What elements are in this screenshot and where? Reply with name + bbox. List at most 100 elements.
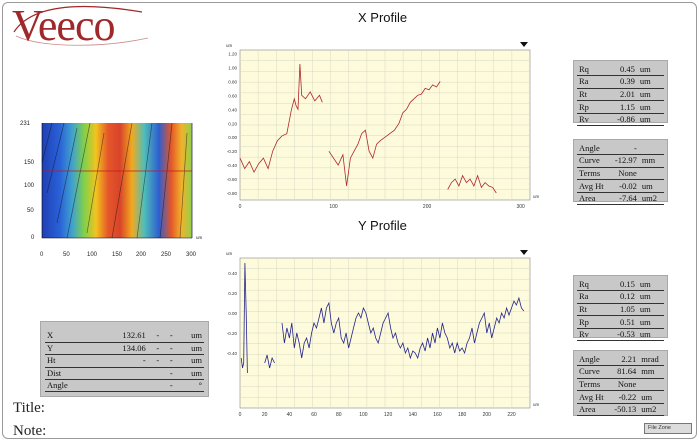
stat-value: - — [612, 142, 639, 156]
y-tick-label: 0.40 — [228, 271, 237, 276]
series-line — [240, 262, 248, 374]
stat-value: 0.15 — [615, 278, 637, 292]
stat-unit: um — [636, 328, 664, 342]
cursor-cell — [147, 367, 162, 381]
map-x-tick: 200 — [136, 252, 147, 258]
map-x-tick: 50 — [63, 252, 70, 258]
map-y-tick: 231 — [20, 121, 31, 127]
y-form-stats: Angle 2.21 mrad Curve 81.64 mm Terms None Avg Ht… — [573, 350, 668, 417]
stat-row: Area -7.64 um2 — [577, 192, 664, 206]
cursor-cell: Ht — [45, 354, 94, 368]
stat-value: -7.64 — [612, 192, 639, 206]
stat-unit: um — [636, 63, 664, 77]
stat-row: Rq 0.15 um — [577, 278, 664, 292]
x-tick-label: 100 — [329, 204, 338, 210]
stat-row: Rt 1.05 um — [577, 303, 664, 317]
y-tick-label: -0.40 — [227, 163, 238, 168]
map-x-tick: 100 — [87, 252, 98, 258]
x-tick-label: 160 — [433, 412, 442, 418]
stat-value: -0.86 — [615, 113, 637, 127]
stat-label: Terms — [577, 378, 613, 392]
stat-row: Terms None — [577, 378, 664, 392]
stat-value: 0.12 — [615, 290, 637, 304]
x-profile-chart[interactable]: 1.20 1.00 0.80 0.60 0.40 0.20 0.00 -0.20 -0.40 -0… — [215, 40, 540, 210]
cursor-row: Ht - - - um — [45, 354, 204, 368]
stat-label: Rv — [577, 113, 616, 127]
stat-label: Avg Ht — [577, 179, 613, 193]
stat-label: Rt — [577, 303, 616, 317]
stat-label: Curve — [577, 154, 613, 168]
y-tick-label: 0.00 — [228, 135, 237, 140]
cursor-marker-icon — [520, 42, 528, 47]
series-line — [264, 354, 275, 369]
y-tick-label: -0.20 — [227, 149, 238, 154]
stat-value: None — [612, 167, 639, 181]
stat-label: Ra — [577, 75, 616, 89]
y-profile-chart[interactable]: 0.40 0.20 0.00 -0.20 -0.40 0 20 40 60 80 100 120 140… — [215, 248, 540, 418]
stat-row: Rp 0.51 um — [577, 315, 664, 329]
stat-unit: mm — [638, 365, 664, 379]
stat-row: Avg Ht -0.02 um — [577, 179, 664, 193]
cursor-cell: - — [147, 330, 162, 343]
cursor-cell: um — [174, 342, 204, 356]
stat-unit — [638, 167, 664, 181]
stat-unit: mm — [638, 154, 664, 168]
stat-value: 2.21 — [612, 353, 639, 367]
stat-unit: um — [636, 88, 664, 102]
stat-label: Angle — [577, 353, 613, 367]
stat-unit: um — [636, 303, 664, 317]
stat-row: Curve 81.64 mm — [577, 365, 664, 379]
map-x-tick: 150 — [112, 252, 123, 258]
stat-value: -12.97 — [612, 154, 639, 168]
stat-unit: um — [636, 75, 664, 89]
y-axis-label: um — [226, 43, 233, 48]
height-map[interactable]: 231 150 100 50 0 0 50 100 150 200 250 30… — [18, 115, 210, 263]
series-line — [281, 296, 525, 360]
cursor-cell: X — [45, 330, 94, 343]
map-y-tick: 50 — [27, 208, 34, 214]
cursor-cell: 132.61 — [93, 330, 148, 343]
stat-unit — [638, 378, 664, 392]
x-tick-label: 60 — [311, 412, 317, 418]
cursor-row: X 132.61- - um — [45, 330, 204, 343]
x-tick-label: 200 — [483, 412, 492, 418]
stat-label: Area — [577, 192, 613, 206]
stat-unit — [638, 142, 664, 156]
cursor-cell: um — [174, 367, 204, 381]
cursor-row: Y 134.06- - um — [45, 342, 204, 356]
stat-label: Curve — [577, 365, 613, 379]
stat-label: Terms — [577, 167, 613, 181]
cursor-cell: um — [174, 330, 204, 343]
stat-value: 1.15 — [615, 100, 637, 114]
stat-row: Rv -0.86 um — [577, 113, 664, 127]
x-tick-label: 0 — [239, 412, 242, 418]
y-axis-label: um — [226, 251, 233, 256]
map-y-tick: 0 — [31, 235, 35, 241]
series-line — [328, 81, 441, 187]
stat-label: Rq — [577, 278, 616, 292]
x-form-stats: Angle - Curve -12.97 mm Terms None Avg Ht -0.02 u… — [573, 139, 668, 206]
x-axis-label: um — [533, 402, 540, 407]
logo-text: Veeco — [12, 1, 115, 50]
stat-row: Curve -12.97 mm — [577, 154, 664, 168]
stat-unit: um — [636, 290, 664, 304]
x-tick-label: 200 — [423, 204, 432, 210]
cursor-cell: - — [161, 379, 175, 393]
stat-label: Angle — [577, 142, 613, 156]
stat-row: Terms None — [577, 167, 664, 181]
stat-unit: um — [636, 278, 664, 292]
file-zone-button[interactable]: File Zone — [644, 423, 692, 434]
map-y-tick: 150 — [24, 160, 35, 166]
stat-unit: um — [636, 113, 664, 127]
x-tick-label: 180 — [458, 412, 467, 418]
cursor-cell: - — [161, 342, 175, 356]
stat-label: Avg Ht — [577, 390, 613, 404]
y-tick-label: 0.20 — [228, 121, 237, 126]
y-tick-label: 0.40 — [228, 107, 237, 112]
stat-label: Rq — [577, 63, 616, 77]
stat-unit: um2 — [638, 192, 664, 206]
x-tick-label: 40 — [287, 412, 293, 418]
stat-value: -0.53 — [615, 328, 637, 342]
x-axis-label: um — [533, 194, 540, 199]
stat-unit: mrad — [638, 353, 664, 367]
